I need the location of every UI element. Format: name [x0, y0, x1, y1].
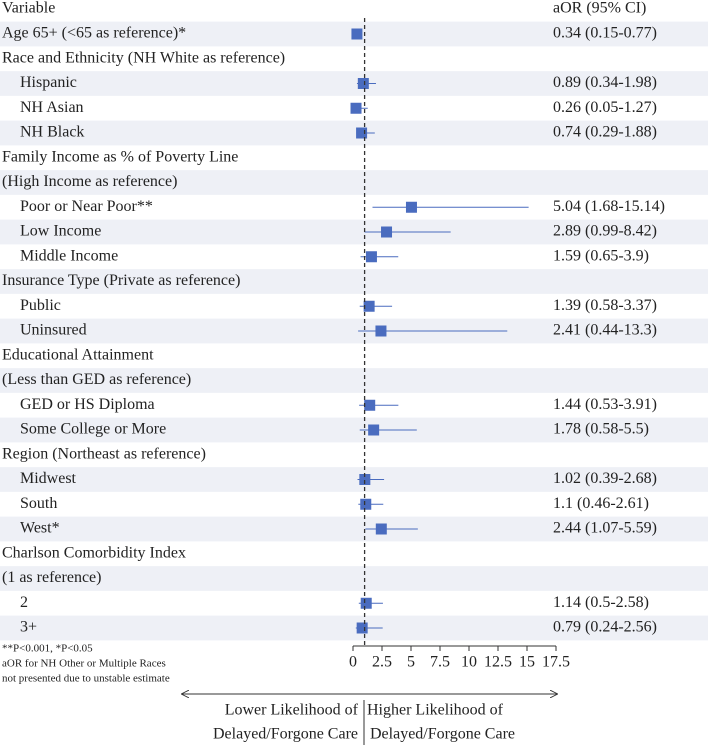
footnote: **P<0.001, *P<0.05 [2, 643, 93, 655]
value-label: 2.44 (1.07-5.59) [553, 520, 657, 537]
value-label: 0.26 (0.05-1.27) [553, 99, 657, 116]
row-label: West* [20, 520, 60, 537]
row-label: NH Asian [20, 99, 84, 116]
x-tick-label: 10 [461, 654, 477, 671]
footnote: aOR for NH Other or Multiple Races [2, 658, 166, 670]
value-label: 1.39 (0.58-3.37) [553, 297, 657, 314]
row-stripe [0, 269, 708, 294]
row-label: (High Income as reference) [2, 173, 177, 190]
value-label: 1.59 (0.65-3.9) [553, 247, 649, 264]
row-stripe [0, 467, 708, 492]
column-header: aOR (95% CI) [553, 0, 646, 17]
point-estimate [368, 424, 380, 436]
point-estimate [350, 102, 362, 114]
value-label: 0.79 (0.24-2.56) [553, 619, 657, 636]
value-label: 1.14 (0.5-2.58) [553, 594, 649, 611]
footnote: not presented due to unstable estimate [2, 673, 170, 685]
point-estimate [363, 300, 375, 312]
row-stripe [0, 417, 708, 443]
value-label: 2.89 (0.99-8.42) [553, 223, 657, 240]
x-tick-label: 15 [519, 654, 535, 671]
point-estimate [375, 325, 387, 337]
value-label: 1.1 (0.46-2.61) [553, 495, 649, 512]
column-header: Variable [2, 0, 55, 17]
point-estimate [360, 597, 372, 609]
row-stripe [0, 615, 708, 641]
point-estimate [359, 474, 371, 485]
row-label: NH Black [20, 124, 84, 141]
row-label: Some College or More [20, 421, 166, 438]
row-label: Midwest [20, 470, 77, 487]
row-stripe [0, 71, 708, 96]
row-label: Region (Northeast as reference) [2, 445, 206, 462]
point-estimate [381, 226, 393, 238]
row-label: Public [20, 297, 61, 314]
stripes [0, 21, 708, 641]
row-label: Low Income [20, 223, 101, 240]
row-label: GED or HS Diploma [20, 396, 155, 413]
point-estimate [360, 498, 372, 510]
row-label: Insurance Type (Private as reference) [2, 272, 240, 289]
x-tick-label: 12.5 [484, 654, 512, 671]
value-label: 1.02 (0.39-2.68) [553, 470, 657, 487]
row-label: (Less than GED as reference) [2, 371, 191, 388]
row-label: South [20, 495, 57, 512]
row-label: 3+ [20, 619, 37, 636]
point-estimate [375, 523, 387, 535]
direction-label: Lower Likelihood of [225, 702, 359, 719]
row-label: (1 as reference) [2, 569, 101, 586]
value-label: 1.78 (0.58-5.5) [553, 421, 649, 438]
direction-label: Higher Likelihood of [367, 702, 504, 719]
row-stripe [0, 219, 708, 245]
value-label: 5.04 (1.68-15.14) [553, 198, 665, 215]
x-tick-label: 0 [349, 654, 357, 671]
row-label: Middle Income [20, 247, 118, 264]
row-stripe [0, 120, 708, 146]
x-tick-label: 5 [407, 654, 415, 671]
row-label: 2 [20, 594, 28, 611]
x-tick-label: 7.5 [430, 654, 450, 671]
row-label: Family Income as % of Poverty Line [2, 148, 238, 165]
value-label: 1.44 (0.53-3.91) [553, 396, 657, 413]
value-label: 0.34 (0.15-0.77) [553, 25, 657, 42]
row-label: Poor or Near Poor** [20, 198, 153, 215]
value-label: 2.41 (0.44-13.3) [553, 322, 657, 339]
point-estimate [351, 28, 363, 40]
point-estimate [405, 201, 417, 213]
row-stripe [0, 566, 708, 591]
value-label: 0.74 (0.29-1.88) [553, 124, 657, 141]
point-estimate [365, 251, 377, 263]
row-label: Uninsured [20, 322, 87, 339]
row-label: Hispanic [20, 74, 77, 91]
direction-label: Delayed/Forgone Care [370, 726, 515, 743]
point-estimate [356, 127, 368, 139]
point-estimate [364, 399, 376, 411]
point-estimate [356, 622, 368, 634]
direction-label: Delayed/Forgone Care [213, 726, 358, 743]
row-stripe [0, 368, 708, 393]
x-tick-label: 17.5 [542, 654, 570, 671]
x-tick-label: 2.5 [372, 654, 392, 671]
row-label: Charlson Comorbidity Index [2, 544, 186, 561]
row-stripe [0, 318, 708, 344]
row-label: Race and Ethnicity (NH White as referenc… [2, 49, 285, 66]
point-estimate [357, 78, 369, 89]
row-label: Educational Attainment [2, 346, 154, 363]
row-label: Age 65+ (<65 as reference)* [2, 25, 186, 42]
row-stripe [0, 170, 708, 195]
row-stripe [0, 516, 708, 542]
value-label: 0.89 (0.34-1.98) [553, 74, 657, 91]
